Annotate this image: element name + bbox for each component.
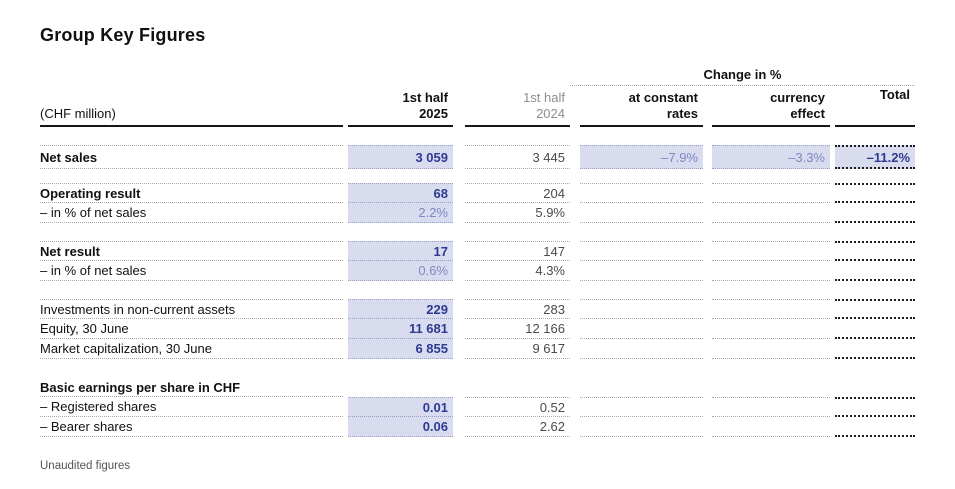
row-label: Net sales xyxy=(40,145,343,169)
value-currency-effect xyxy=(712,241,830,261)
value-2024: 3 445 xyxy=(465,145,570,169)
col-header-line: 1st half xyxy=(402,90,448,105)
value-2025: 0.6% xyxy=(348,261,453,281)
section-gap xyxy=(40,281,915,299)
table-row-net-result: Net result 17 147 xyxy=(40,241,915,261)
value-currency-effect xyxy=(712,183,830,203)
value-total xyxy=(835,241,915,261)
table-row-investments: Investments in non-current assets 229 28… xyxy=(40,299,915,319)
table-row-net-sales: Net sales 3 059 3 445 –7.9% –3.3% –11.2% xyxy=(40,145,915,169)
col-header-line: at constant xyxy=(628,90,698,105)
row-label: Basic earnings per share in CHF xyxy=(40,378,343,397)
section-gap xyxy=(40,169,915,183)
value-currency-effect xyxy=(712,417,830,437)
value-2025: 229 xyxy=(348,299,453,319)
value-total xyxy=(835,299,915,319)
value-2024: 147 xyxy=(465,241,570,261)
value-2024: 5.9% xyxy=(465,203,570,223)
col-header-1st-half-2025: 1st half 2025 xyxy=(348,87,453,127)
footnote: Unaudited figures xyxy=(40,460,131,472)
value-constant-rates xyxy=(580,417,703,437)
value-2024: 204 xyxy=(465,183,570,203)
table-row-eps-bearer: – Bearer shares 0.06 2.62 xyxy=(40,417,915,437)
unit-label: (CHF million) xyxy=(40,106,116,121)
value-constant-rates: –7.9% xyxy=(580,145,703,169)
section-gap xyxy=(40,223,915,241)
col-header-constant-rates: at constant rates xyxy=(580,87,703,127)
section-gap xyxy=(40,359,915,378)
value-currency-effect xyxy=(712,203,830,223)
value-total xyxy=(835,339,915,359)
row-label: Market capitalization, 30 June xyxy=(40,339,343,359)
table-header-row: (CHF million) 1st half 2025 1st half 202… xyxy=(40,87,915,127)
value-2025: 68 xyxy=(348,183,453,203)
col-header-total: Total xyxy=(835,87,915,127)
value-total: –11.2% xyxy=(835,145,915,169)
value-total xyxy=(835,397,915,417)
table-row-eps-header: Basic earnings per share in CHF xyxy=(40,378,915,397)
table-row-net-margin: – in % of net sales 0.6% 4.3% xyxy=(40,261,915,281)
value-constant-rates xyxy=(580,241,703,261)
col-header-line: effect xyxy=(790,106,825,121)
value-2024: 4.3% xyxy=(465,261,570,281)
row-label: Investments in non-current assets xyxy=(40,299,343,319)
section-gap xyxy=(40,127,915,145)
row-label: Operating result xyxy=(40,183,343,203)
value-2024: 283 xyxy=(465,299,570,319)
unit-label-cell: (CHF million) xyxy=(40,87,343,127)
value-2024: 9 617 xyxy=(465,339,570,359)
change-group-row: Change in % xyxy=(40,66,915,86)
value-currency-effect xyxy=(712,397,830,417)
value-currency-effect: –3.3% xyxy=(712,145,830,169)
change-group-header: Change in % xyxy=(570,66,915,86)
value-constant-rates xyxy=(580,261,703,281)
value-currency-effect xyxy=(712,319,830,339)
col-header-currency-effect: currency effect xyxy=(712,87,830,127)
col-header-line: currency xyxy=(770,90,825,105)
col-header-line: 2025 xyxy=(419,106,448,121)
table-row-eps-registered: – Registered shares 0.01 0.52 xyxy=(40,397,915,417)
value-2025: 3 059 xyxy=(348,145,453,169)
value-constant-rates xyxy=(580,397,703,417)
table-row-equity: Equity, 30 June 11 681 12 166 xyxy=(40,319,915,339)
value-total xyxy=(835,261,915,281)
value-constant-rates xyxy=(580,299,703,319)
value-total xyxy=(835,319,915,339)
value-constant-rates xyxy=(580,203,703,223)
table-row-market-capitalization: Market capitalization, 30 June 6 855 9 6… xyxy=(40,339,915,359)
value-2025: 2.2% xyxy=(348,203,453,223)
value-currency-effect xyxy=(712,339,830,359)
page-title: Group Key Figures xyxy=(40,25,206,45)
row-label: – in % of net sales xyxy=(40,261,343,281)
row-label: Equity, 30 June xyxy=(40,319,343,339)
value-2025: 17 xyxy=(348,241,453,261)
value-2025: 0.06 xyxy=(348,417,453,437)
row-label: – Bearer shares xyxy=(40,417,343,437)
value-constant-rates xyxy=(580,339,703,359)
col-header-line: 2024 xyxy=(536,106,565,121)
value-2025: 6 855 xyxy=(348,339,453,359)
col-header-line: Total xyxy=(879,87,910,102)
value-2024: 2.62 xyxy=(465,417,570,437)
value-2025: 0.01 xyxy=(348,397,453,417)
table-row-operating-result: Operating result 68 204 xyxy=(40,183,915,203)
table-row-operating-margin: – in % of net sales 2.2% 5.9% xyxy=(40,203,915,223)
value-total xyxy=(835,183,915,203)
value-currency-effect xyxy=(712,299,830,319)
value-constant-rates xyxy=(580,319,703,339)
row-label: – Registered shares xyxy=(40,397,343,417)
value-2024: 12 166 xyxy=(465,319,570,339)
value-2025: 11 681 xyxy=(348,319,453,339)
value-currency-effect xyxy=(712,261,830,281)
col-header-line: rates xyxy=(666,106,698,121)
value-total xyxy=(835,417,915,437)
value-total xyxy=(835,203,915,223)
value-2024: 0.52 xyxy=(465,397,570,417)
row-label: – in % of net sales xyxy=(40,203,343,223)
col-header-1st-half-2024: 1st half 2024 xyxy=(465,87,570,127)
row-label: Net result xyxy=(40,241,343,261)
col-header-line: 1st half xyxy=(523,90,565,105)
value-constant-rates xyxy=(580,183,703,203)
